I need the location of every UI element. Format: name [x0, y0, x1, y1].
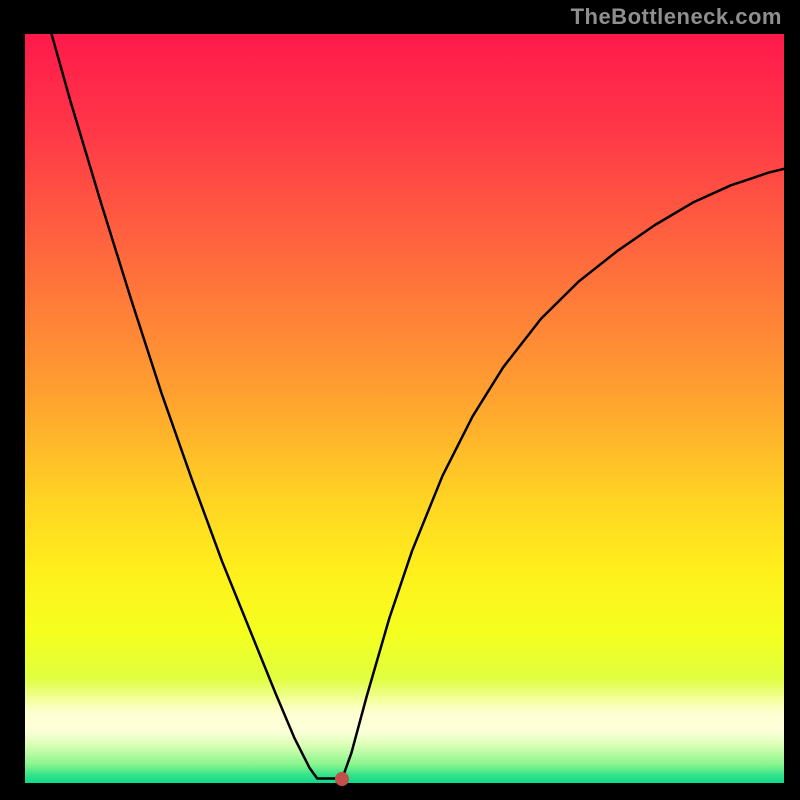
plot-area [25, 34, 784, 783]
minimum-marker-dot [335, 772, 349, 786]
chart-frame: TheBottleneck.com [0, 0, 800, 800]
watermark-text: TheBottleneck.com [571, 4, 782, 30]
plot-svg [25, 34, 784, 783]
